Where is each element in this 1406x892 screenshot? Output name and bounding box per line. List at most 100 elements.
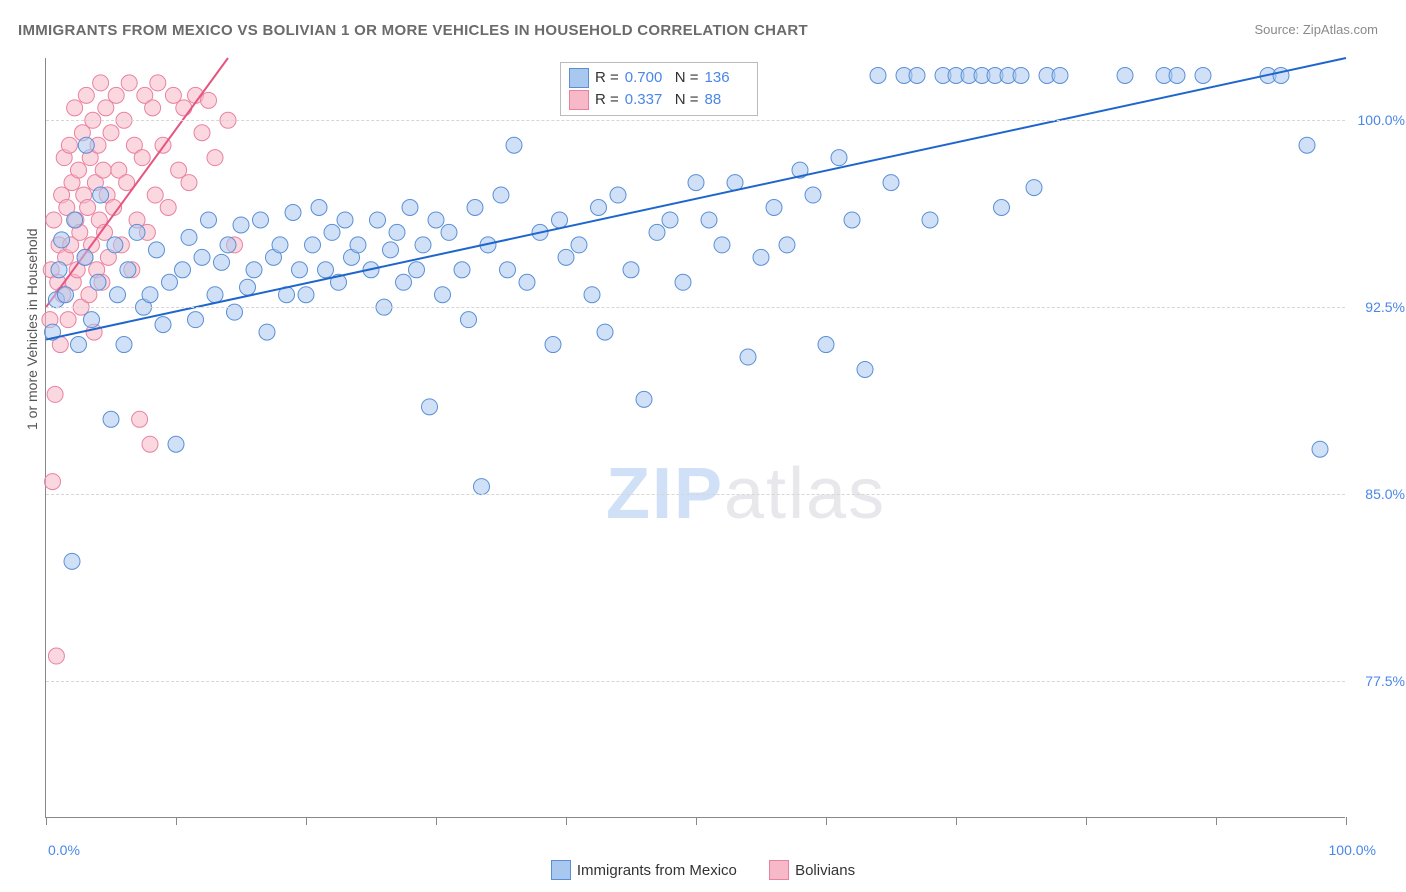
- point-mexico: [246, 262, 262, 278]
- y-tick-label: 92.5%: [1347, 299, 1405, 315]
- point-mexico: [77, 249, 93, 265]
- point-mexico: [214, 254, 230, 270]
- swatch-mexico: [569, 68, 589, 88]
- gridline: [46, 307, 1345, 308]
- point-mexico: [285, 204, 301, 220]
- point-mexico: [844, 212, 860, 228]
- y-tick-label: 77.5%: [1347, 673, 1405, 689]
- point-mexico: [1195, 67, 1211, 83]
- point-mexico: [194, 249, 210, 265]
- point-mexico: [350, 237, 366, 253]
- point-mexico: [1117, 67, 1133, 83]
- point-mexico: [298, 287, 314, 303]
- point-mexico: [909, 67, 925, 83]
- point-mexico: [454, 262, 470, 278]
- point-mexico: [591, 200, 607, 216]
- point-bolivia: [194, 125, 210, 141]
- point-mexico: [883, 175, 899, 191]
- point-mexico: [545, 337, 561, 353]
- gridline: [46, 494, 1345, 495]
- point-bolivia: [147, 187, 163, 203]
- stat-n-label2: N =: [675, 89, 699, 111]
- x-tick: [1346, 817, 1347, 825]
- x-tick: [176, 817, 177, 825]
- point-mexico: [120, 262, 136, 278]
- point-mexico: [311, 200, 327, 216]
- point-mexico: [162, 274, 178, 290]
- point-mexico: [662, 212, 678, 228]
- point-mexico: [623, 262, 639, 278]
- legend-item-bolivia: Bolivians: [769, 860, 855, 880]
- point-mexico: [93, 187, 109, 203]
- x-tick: [566, 817, 567, 825]
- point-mexico: [506, 137, 522, 153]
- point-mexico: [493, 187, 509, 203]
- plot-area: ZIPatlas 100.0%92.5%85.0%77.5%: [45, 58, 1345, 818]
- point-mexico: [64, 553, 80, 569]
- point-mexico: [142, 287, 158, 303]
- point-mexico: [422, 399, 438, 415]
- point-mexico: [500, 262, 516, 278]
- point-mexico: [753, 249, 769, 265]
- point-mexico: [435, 287, 451, 303]
- point-mexico: [90, 274, 106, 290]
- point-mexico: [51, 262, 67, 278]
- point-bolivia: [67, 100, 83, 116]
- point-bolivia: [47, 386, 63, 402]
- point-mexico: [396, 274, 412, 290]
- point-mexico: [552, 212, 568, 228]
- point-bolivia: [46, 212, 62, 228]
- point-bolivia: [95, 162, 111, 178]
- point-mexico: [474, 479, 490, 495]
- point-mexico: [870, 67, 886, 83]
- x-tick: [826, 817, 827, 825]
- point-mexico: [58, 287, 74, 303]
- y-tick-label: 100.0%: [1347, 112, 1405, 128]
- point-mexico: [714, 237, 730, 253]
- point-mexico: [149, 242, 165, 258]
- point-bolivia: [60, 312, 76, 328]
- point-bolivia: [160, 200, 176, 216]
- point-mexico: [259, 324, 275, 340]
- point-mexico: [110, 287, 126, 303]
- point-mexico: [1299, 137, 1315, 153]
- chart-title: IMMIGRANTS FROM MEXICO VS BOLIVIAN 1 OR …: [18, 22, 808, 39]
- gridline: [46, 120, 1345, 121]
- point-mexico: [402, 200, 418, 216]
- point-mexico: [740, 349, 756, 365]
- point-bolivia: [108, 87, 124, 103]
- point-bolivia: [80, 200, 96, 216]
- stat-n-label: N =: [675, 67, 699, 89]
- point-mexico: [233, 217, 249, 233]
- point-mexico: [610, 187, 626, 203]
- point-mexico: [168, 436, 184, 452]
- stats-box: R = 0.700 N = 136 R = 0.337 N = 88: [560, 62, 758, 116]
- legend-item-mexico: Immigrants from Mexico: [551, 860, 737, 880]
- y-axis-label: 1 or more Vehicles in Household: [24, 228, 40, 430]
- point-bolivia: [145, 100, 161, 116]
- point-mexico: [220, 237, 236, 253]
- point-mexico: [675, 274, 691, 290]
- point-mexico: [188, 312, 204, 328]
- point-mexico: [181, 229, 197, 245]
- point-mexico: [409, 262, 425, 278]
- point-mexico: [428, 212, 444, 228]
- stat-r-label2: R =: [595, 89, 619, 111]
- point-bolivia: [48, 648, 64, 664]
- stats-row-bolivia: R = 0.337 N = 88: [569, 89, 749, 111]
- point-mexico: [1026, 180, 1042, 196]
- point-mexico: [54, 232, 70, 248]
- point-bolivia: [181, 175, 197, 191]
- point-mexico: [71, 337, 87, 353]
- y-tick-label: 85.0%: [1347, 486, 1405, 502]
- point-mexico: [155, 317, 171, 333]
- point-mexico: [1169, 67, 1185, 83]
- point-bolivia: [93, 75, 109, 91]
- x-tick: [436, 817, 437, 825]
- point-bolivia: [61, 137, 77, 153]
- point-mexico: [370, 212, 386, 228]
- point-mexico: [129, 224, 145, 240]
- point-mexico: [805, 187, 821, 203]
- point-mexico: [922, 212, 938, 228]
- x-tick: [696, 817, 697, 825]
